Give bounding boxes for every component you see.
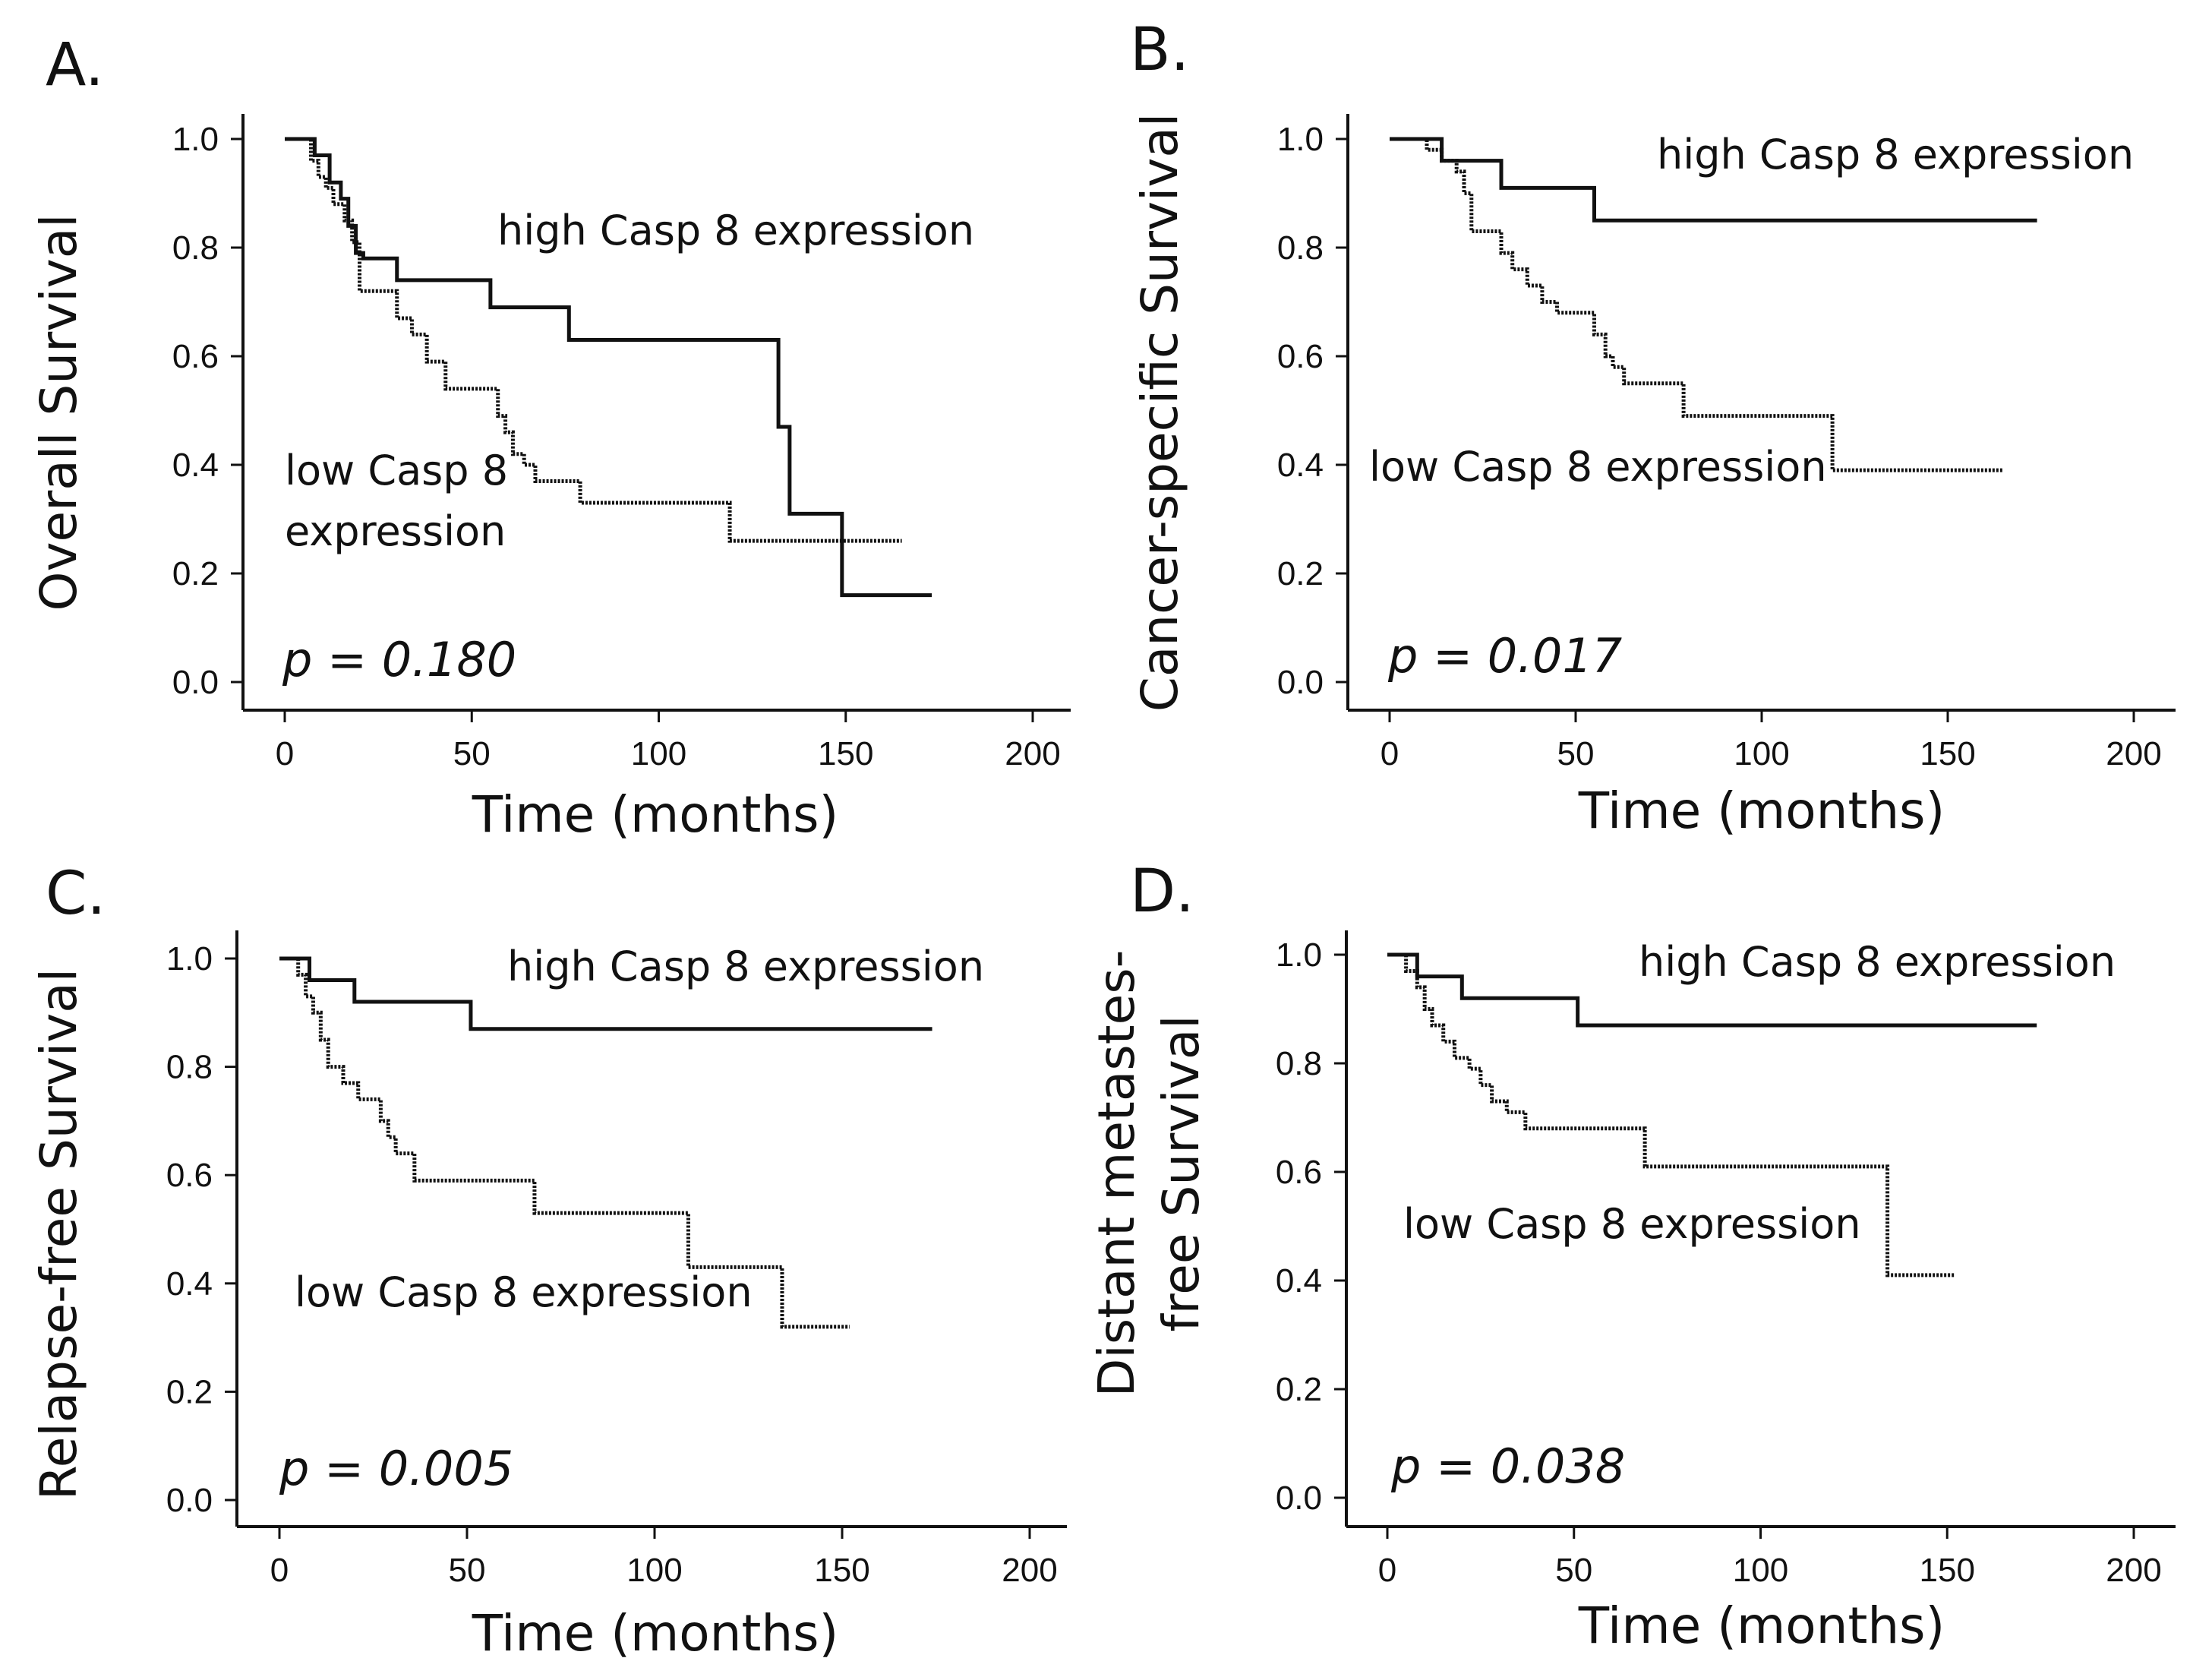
p-value: p = 0.005	[279, 1441, 513, 1496]
x-tick-label: 100	[631, 735, 686, 772]
y-axis-label: Relapse-free Survival	[30, 968, 88, 1500]
y-tick-label: 0.4	[1276, 1262, 1322, 1300]
panel-label: C.	[46, 860, 106, 928]
low-casp8-curve	[1390, 137, 2004, 472]
y-tick-label: 0.4	[172, 447, 219, 484]
high-casp8-label: high Casp 8 expression	[497, 207, 974, 254]
low-casp8-label: low Casp 8 expression	[295, 1268, 753, 1316]
x-tick-label: 150	[1920, 735, 1975, 772]
low-casp8-curve	[279, 956, 850, 1329]
y-tick-label: 0.0	[166, 1482, 213, 1519]
x-tick-label: 100	[1734, 735, 1789, 772]
y-tick-label: 0.6	[1277, 338, 1324, 375]
x-axis-label: Time (months)	[1578, 782, 1945, 840]
x-tick-label: 100	[626, 1552, 682, 1589]
high-casp8-curve	[279, 956, 932, 1031]
x-tick-label: 200	[2106, 1552, 2161, 1589]
y-tick-label: 0.8	[172, 229, 219, 267]
x-tick-label: 0	[1378, 1552, 1396, 1589]
low-casp8-curve	[285, 137, 902, 543]
y-axis-label-line: Distant metastes-	[1087, 950, 1146, 1398]
y-axis-label: Cancer-specific Survival	[1131, 113, 1189, 712]
low-casp8-label: low Casp 8 expression	[1403, 1200, 1861, 1248]
x-axis-label: Time (months)	[472, 1604, 839, 1663]
p-value: p = 0.180	[282, 632, 516, 687]
y-tick-label: 0.6	[166, 1157, 213, 1194]
low-casp8-label: low Casp 8 expression	[1369, 443, 1827, 491]
x-axis-label: Time (months)	[472, 785, 839, 844]
y-tick-label: 1.0	[166, 940, 213, 977]
panel-a: A. 0 50 100 150 200 0.0 0.2 0.4 0.6 0.8 1.0 Time (mo…	[30, 31, 1071, 844]
x-tick-label: 50	[1555, 1552, 1592, 1589]
y-tick-label: 0.8	[166, 1049, 213, 1086]
y-tick-label: 0.6	[1276, 1154, 1322, 1191]
y-tick-label: 0.2	[166, 1373, 213, 1410]
x-tick-label: 200	[1002, 1552, 1057, 1589]
x-tick-label: 0	[276, 735, 294, 772]
panel-d: D. 0 50 100 150 200 0.0 0.2 0.4 0.6 0.8 1.0 Time (mo…	[1087, 857, 2176, 1655]
panel-label: B.	[1130, 16, 1189, 84]
y-tick-label: 1.0	[1276, 936, 1322, 974]
y-tick-label: 0.0	[172, 664, 219, 701]
high-casp8-curve	[1387, 952, 2037, 1028]
y-tick-label: 1.0	[1277, 121, 1324, 158]
y-axis-label-line: free Survival	[1152, 1015, 1210, 1331]
panel-c: C. 0 50 100 150 200 0.0 0.2 0.4 0.6 0.8 1.0 Time (mo…	[30, 860, 1067, 1663]
p-value: p = 0.038	[1390, 1439, 1625, 1494]
y-tick-label: 0.2	[172, 555, 219, 592]
y-tick-label: 0.8	[1276, 1045, 1322, 1082]
high-casp8-label: high Casp 8 expression	[1657, 131, 2134, 178]
x-axis-label: Time (months)	[1578, 1596, 1945, 1655]
y-tick-label: 0.4	[166, 1265, 213, 1303]
high-casp8-curve	[1390, 137, 2037, 223]
x-tick-label: 50	[449, 1552, 486, 1589]
x-tick-label: 0	[270, 1552, 289, 1589]
y-axis-label: Overall Survival	[30, 214, 88, 611]
x-tick-label: 200	[2106, 735, 2161, 772]
y-tick-label: 0.0	[1277, 664, 1324, 701]
y-tick-label: 0.8	[1277, 229, 1324, 267]
y-tick-label: 0.2	[1277, 555, 1324, 592]
y-tick-label: 0.0	[1276, 1480, 1322, 1517]
x-tick-label: 50	[1557, 735, 1595, 772]
x-tick-label: 50	[453, 735, 491, 772]
low-casp8-label: low Casp 8	[285, 447, 508, 494]
y-tick-label: 0.4	[1277, 447, 1324, 484]
x-tick-label: 150	[1920, 1552, 1975, 1589]
x-tick-label: 150	[818, 735, 873, 772]
x-tick-label: 100	[1733, 1552, 1788, 1589]
low-casp8-curve	[1387, 952, 1955, 1277]
panel-b: B. 0 50 100 150 200 0.0 0.2 0.4 0.6 0.8 1.0 Time (mo…	[1130, 16, 2176, 840]
y-tick-label: 1.0	[172, 121, 219, 158]
x-tick-label: 150	[814, 1552, 869, 1589]
y-tick-label: 0.6	[172, 338, 219, 375]
p-value: p = 0.017	[1387, 628, 1622, 684]
high-casp8-curve	[285, 137, 932, 598]
panel-label: D.	[1130, 857, 1194, 926]
high-casp8-label: high Casp 8 expression	[1639, 938, 2116, 986]
high-casp8-label: high Casp 8 expression	[507, 943, 984, 990]
x-tick-label: 0	[1381, 735, 1399, 772]
x-tick-label: 200	[1005, 735, 1060, 772]
low-casp8-label: expression	[285, 507, 506, 555]
y-tick-label: 0.2	[1276, 1371, 1322, 1408]
panel-label: A.	[46, 31, 104, 99]
